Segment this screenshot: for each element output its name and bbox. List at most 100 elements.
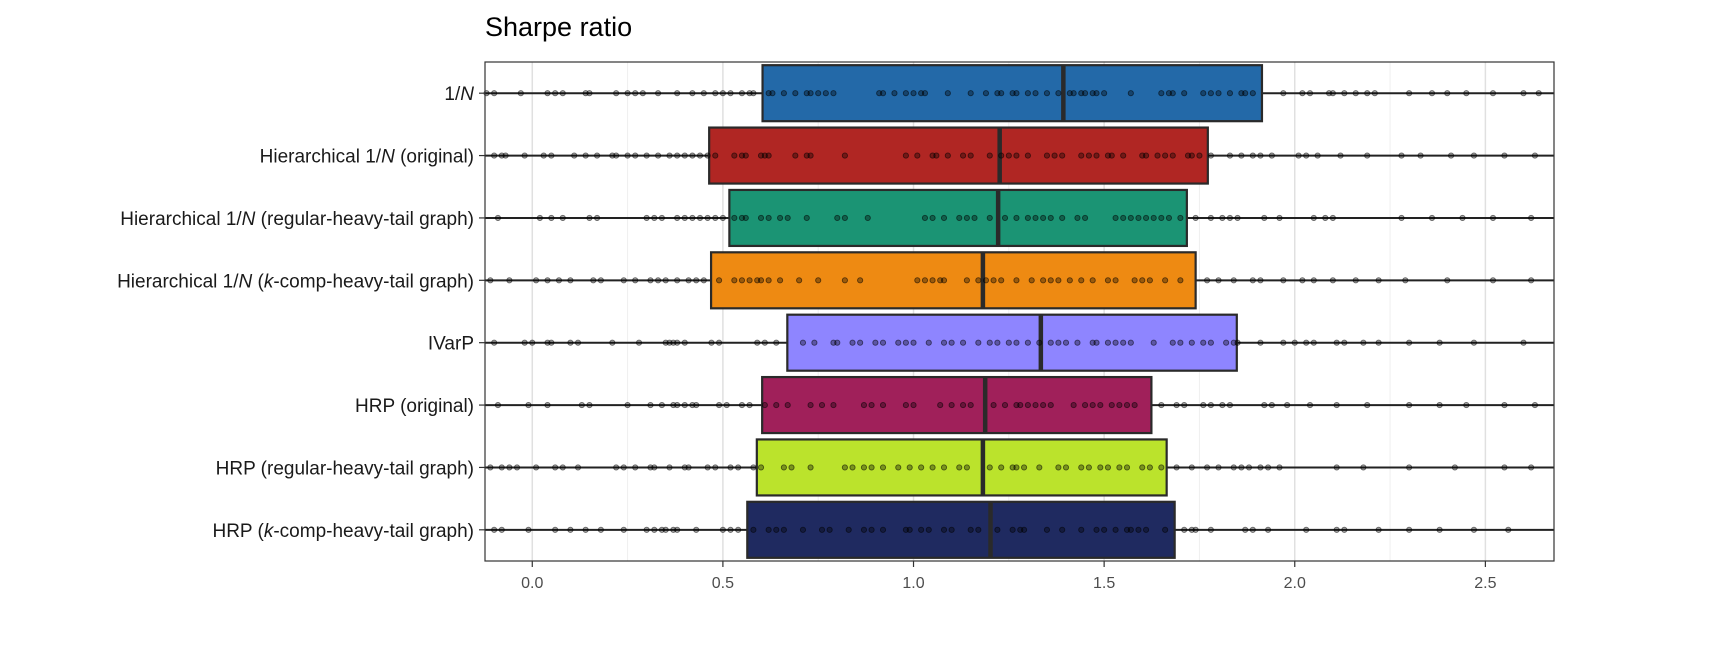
data-point (1173, 464, 1180, 471)
data-point (1055, 90, 1062, 97)
data-point (1448, 152, 1455, 159)
data-point (632, 464, 639, 471)
data-point (586, 402, 593, 409)
data-point (1341, 90, 1348, 97)
data-point (773, 526, 780, 533)
data-point (708, 339, 715, 346)
data-point (918, 464, 925, 471)
data-point (1158, 402, 1165, 409)
data-point (921, 214, 929, 221)
box (746, 500, 1176, 559)
data-point (738, 402, 746, 409)
x-tick-label: 1.0 (902, 575, 924, 592)
data-point (799, 526, 807, 533)
data-point (1127, 214, 1134, 221)
data-point (1406, 402, 1413, 409)
data-point (1535, 90, 1542, 97)
box (709, 251, 1197, 310)
box (786, 313, 1238, 372)
data-point (1089, 277, 1096, 284)
data-point (1207, 402, 1214, 409)
data-point (567, 339, 574, 346)
data-point (807, 402, 814, 409)
data-point (971, 214, 978, 221)
data-point (727, 90, 734, 97)
data-point (1303, 152, 1310, 159)
data-point (1261, 214, 1268, 221)
data-point (613, 464, 620, 471)
y-label-part: Hierarchical 1/ (120, 209, 242, 230)
data-point (1234, 339, 1241, 346)
data-point (1333, 526, 1340, 533)
box (761, 64, 1264, 123)
data-point (1207, 152, 1214, 159)
data-point (1070, 402, 1077, 409)
data-point (1112, 526, 1119, 533)
data-point (757, 464, 765, 471)
data-point (521, 339, 528, 346)
data-point (1043, 152, 1050, 159)
data-point (1143, 152, 1150, 159)
data-point (948, 526, 955, 533)
data-point (1093, 526, 1100, 533)
data-point (1470, 339, 1477, 346)
data-point (1257, 464, 1264, 471)
data-point (1257, 339, 1264, 346)
data-point (761, 339, 768, 346)
data-point (963, 214, 970, 221)
data-point (723, 402, 730, 409)
data-point (1489, 214, 1497, 221)
data-point (1188, 152, 1195, 159)
data-point (750, 526, 757, 533)
data-point (906, 464, 913, 471)
data-point (662, 526, 669, 533)
data-point (860, 464, 868, 471)
data-point (536, 214, 543, 221)
y-label-part: IVarP (428, 334, 474, 355)
data-point (792, 90, 799, 97)
data-point (1127, 339, 1134, 346)
data-point (582, 526, 589, 533)
data-point (1436, 339, 1443, 346)
data-point (1078, 526, 1085, 533)
data-point (860, 402, 868, 409)
data-point (963, 464, 970, 471)
data-point (655, 90, 662, 97)
data-point (643, 526, 650, 533)
data-point (1276, 214, 1283, 221)
data-point (1009, 526, 1016, 533)
data-point (1036, 464, 1043, 471)
data-point (586, 90, 593, 97)
data-point (1101, 526, 1108, 533)
data-point (674, 402, 681, 409)
data-point (1284, 402, 1291, 409)
data-point (651, 464, 658, 471)
y-label-part: HRP (regular-heavy-tail graph) (216, 458, 474, 479)
data-point (613, 90, 620, 97)
data-point (1158, 464, 1165, 471)
data-point (1158, 90, 1165, 97)
data-point (1459, 214, 1466, 221)
data-point (1112, 277, 1119, 284)
data-point (929, 464, 936, 471)
data-point (1093, 152, 1100, 159)
data-point (1051, 152, 1058, 159)
data-point (1470, 152, 1477, 159)
data-point (552, 90, 559, 97)
data-point (960, 402, 967, 409)
data-point (1375, 526, 1382, 533)
data-point (1082, 402, 1089, 409)
data-point (571, 152, 578, 159)
data-point (731, 277, 738, 284)
data-point (792, 152, 799, 159)
data-point (597, 277, 604, 284)
box-row (485, 188, 1554, 248)
data-point (1181, 402, 1188, 409)
data-point (1078, 464, 1085, 471)
box (708, 126, 1209, 185)
data-point (1341, 526, 1348, 533)
data-point (597, 526, 604, 533)
data-point (712, 464, 719, 471)
data-point (632, 152, 639, 159)
data-point (1306, 90, 1314, 97)
